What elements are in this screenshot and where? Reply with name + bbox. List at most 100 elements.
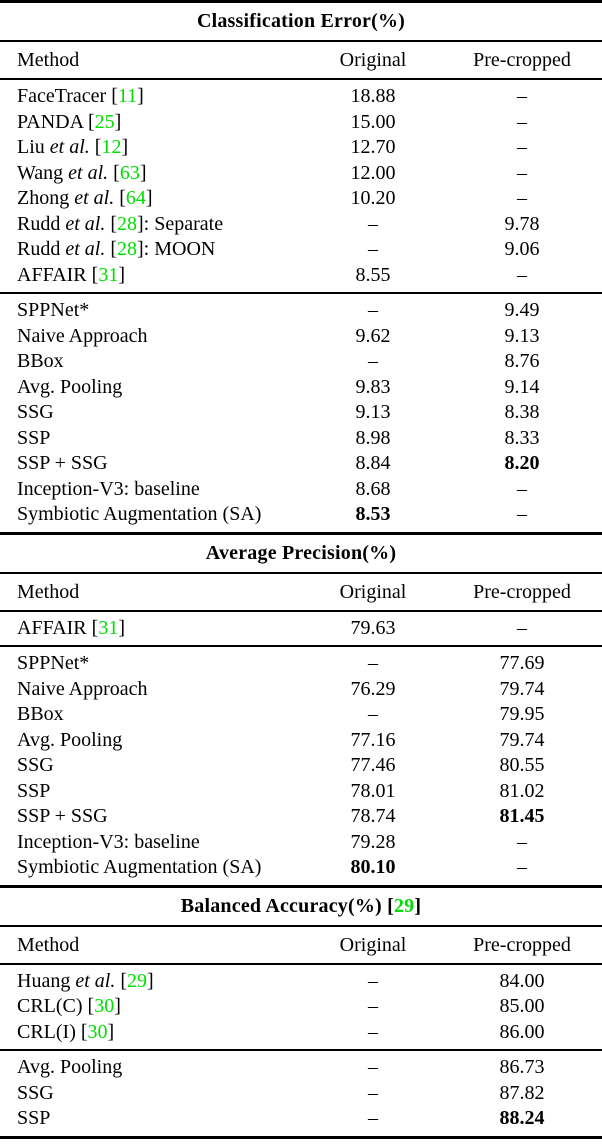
table-group-prior-methods: FaceTracer [11] 18.88– PANDA [25] 15.00– Liu… [0,80,602,292]
text-segment: ] [107,1020,115,1043]
original-value-cell: 9.83 [355,375,391,398]
text-segment: ] [118,263,125,286]
table-row: Symbiotic Augmentation (SA) 8.53 – [0,502,602,528]
precropped-value-cell: 9.06 [504,238,540,260]
text-segment: FaceTracer [ [17,85,118,107]
table-row: SPPNet* – 9.49 [0,298,602,324]
text-segment: ] [139,161,147,184]
column-header-method: Method [17,49,80,71]
precropped-value-cell: 88.24 [499,1107,545,1129]
text-segment: ] [114,110,122,133]
precropped-value-cell: 8.20 [504,452,540,474]
precropped-value-cell: 9.13 [504,324,540,347]
table-row: SSP 78.01 81.02 [0,779,602,805]
method-cell: Avg. Pooling [0,1055,299,1081]
method-cell: Symbiotic Augmentation (SA) [0,855,299,881]
table-group-proposed-methods: SPPNet* –77.69 Naive Approach 76.29 79.74 BBo… [0,647,602,885]
text-segment: Rudd [17,238,66,260]
method-cell: FaceTracer [11] [0,84,299,110]
table-group-prior-methods: AFFAIR [31] 79.63 – [0,612,602,646]
text-segment: [ [105,212,118,235]
text-segment: CRL(C) [ [17,995,95,1017]
horizontal-rule [0,40,602,42]
horizontal-rule [0,645,602,647]
text-segment: Avg. Pooling [17,1056,123,1078]
original-value-cell: 8.84 [355,452,391,474]
method-cell: AFFAIR [31] [0,616,299,642]
table-row: Huang et al. [29] – 84.00 [0,969,602,995]
text-segment: [ [105,238,118,260]
table-row: Inception-V3: baseline 8.68 – [0,477,602,503]
original-value-cell: 78.74 [350,805,396,827]
table-row: Avg. Pooling 9.83 9.14 [0,375,602,401]
text-segment: BBox [17,350,64,372]
original-value-cell: – [368,1056,378,1078]
precropped-value-cell: 79.74 [499,728,545,751]
section-title-classification-error: Classification Error(%) [0,3,602,40]
text-segment: SSG [17,401,54,423]
text-segment: AFFAIR [ [17,263,99,286]
text-segment: PANDA [ [17,110,95,133]
table-row: Inception-V3: baseline 79.28 – [0,830,602,856]
text-segment: Zhong [17,187,75,209]
section-title-balanced-accuracy: Balanced Accuracy(%) [29] [0,888,602,925]
precropped-value-cell: 8.76 [504,350,540,372]
text-segment: [ [89,136,102,158]
method-cell: Inception-V3: baseline [0,477,299,503]
original-value-cell: – [368,969,378,992]
method-cell: Symbiotic Augmentation (SA) [0,502,299,528]
table-header-row: Method Original Pre-cropped [0,927,602,963]
method-cell: Liu et al. [12] [0,135,299,161]
precropped-value-cell: 77.69 [499,652,545,674]
text-segment: Naive Approach [17,324,148,347]
precropped-value-cell: – [517,110,527,133]
text-segment: [ [114,187,126,209]
method-cell: SPPNet* [0,298,299,324]
table-row: SSP 8.98 8.33 [0,426,602,452]
text-segment: [ [115,969,127,992]
table-row: SSG 9.13 8.38 [0,400,602,426]
text-segment: ] [137,85,144,107]
text-segment: ] [414,894,422,917]
column-header-method: Method [17,933,80,956]
citation-number: 30 [87,1020,108,1043]
precropped-value-cell: – [517,477,527,500]
precropped-value-cell: – [517,263,527,286]
original-value-cell: – [368,1107,378,1129]
text-segment: Balanced Accuracy(%) [ [180,894,394,917]
horizontal-rule-thick [0,884,602,888]
table-row: Avg. Pooling – 86.73 [0,1055,602,1081]
original-value-cell: 10.20 [350,187,396,209]
precropped-value-cell: – [517,830,527,853]
column-header-original: Original [339,580,407,603]
method-cell: BBox [0,702,299,728]
table-row: SPPNet* – 77.69 [0,651,602,677]
et-al-italic-text: et al. [75,969,116,992]
text-segment: SSP + SSG [17,452,108,474]
table-row: SSP + SSG 78.74 81.45 [0,804,602,830]
text-segment: Wang [17,161,69,184]
table-row: Liu et al. [12] 12.70 – [0,135,602,161]
method-cell: Huang et al. [29] [0,969,299,995]
precropped-value-cell: 9.49 [504,299,540,321]
text-segment: SSP [17,779,51,802]
citation-number: 25 [94,110,115,133]
method-cell: SSP [0,1106,299,1132]
horizontal-rule [0,609,602,612]
table-row: AFFAIR [31] 79.63 – [0,616,602,642]
citation-number: 63 [119,161,140,184]
precropped-value-cell: 8.33 [504,426,540,449]
original-value-cell: – [368,299,378,321]
text-segment: SSP + SSG [17,805,108,827]
precropped-value-cell: 86.00 [499,1020,545,1043]
text-segment: [ [108,161,120,184]
table-row: SSG – 87.82 [0,1081,602,1107]
section-title-average-precision: Average Precision(%) [0,535,602,572]
text-segment: Symbiotic Augmentation (SA) [17,503,262,525]
original-value-cell: 8.53 [355,503,391,525]
method-cell: Wang et al. [63] [0,161,299,187]
precropped-value-cell: 86.73 [499,1056,545,1078]
citation-number: 31 [98,616,119,639]
table-row: FaceTracer [11] 18.88 – [0,84,602,110]
et-al-italic-text: et al. [49,136,90,158]
